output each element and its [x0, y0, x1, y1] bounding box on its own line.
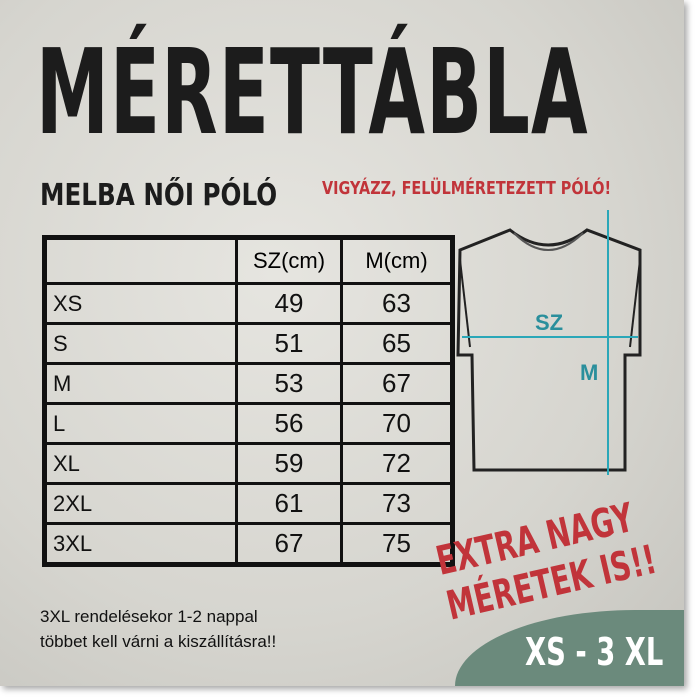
- table-row: XL 59 72: [43, 442, 454, 485]
- header-width: SZ(cm): [235, 236, 343, 285]
- length-label: M: [580, 360, 598, 385]
- table-header: SZ(cm) M(cm): [43, 236, 454, 285]
- header-size: [43, 236, 238, 285]
- length-cell: 75: [340, 522, 454, 566]
- length-cell: 63: [340, 282, 454, 325]
- oversize-warning: VIGYÁZZ, FELÜLMÉRETEZETT PÓLÓ!: [322, 178, 612, 199]
- table-row: 2XL 61 73: [43, 482, 454, 525]
- table-row: XS 49 63: [43, 282, 454, 325]
- table-row: L 56 70: [43, 402, 454, 445]
- size-cell: XL: [43, 442, 238, 485]
- table-row: M 53 67: [43, 362, 454, 405]
- width-cell: 49: [235, 282, 343, 325]
- length-cell: 67: [340, 362, 454, 405]
- width-cell: 67: [235, 522, 343, 566]
- width-cell: 51: [235, 322, 343, 365]
- width-label: SZ: [535, 310, 563, 335]
- note-line: többet kell várni a kiszállításra!!: [40, 632, 277, 651]
- length-cell: 65: [340, 322, 454, 365]
- width-cell: 61: [235, 482, 343, 525]
- length-cell: 72: [340, 442, 454, 485]
- width-cell: 59: [235, 442, 343, 485]
- size-cell: 2XL: [43, 482, 238, 525]
- length-cell: 73: [340, 482, 454, 525]
- width-cell: 53: [235, 362, 343, 405]
- table-row: 3XL 67 75: [43, 522, 454, 566]
- width-cell: 56: [235, 402, 343, 445]
- size-cell: M: [43, 362, 238, 405]
- header-length: M(cm): [340, 236, 454, 285]
- size-chart-card: MÉRETTÁBLA MELBA NŐI PÓLÓ VIGYÁZZ, FELÜL…: [0, 0, 684, 686]
- size-cell: 3XL: [43, 522, 238, 566]
- length-cell: 70: [340, 402, 454, 445]
- product-name: MELBA NŐI PÓLÓ: [40, 178, 278, 213]
- delivery-note: 3XL rendelésekor 1-2 nappal többet kell v…: [40, 604, 276, 654]
- size-range: XS - 3 XL: [525, 630, 664, 674]
- note-line: 3XL rendelésekor 1-2 nappal: [40, 607, 258, 626]
- size-cell: S: [43, 322, 238, 365]
- tshirt-diagram-icon: SZ M: [456, 210, 642, 475]
- size-cell: XS: [43, 282, 238, 325]
- extra-sizes-banner: EXTRA NAGY MÉRETEK IS!!: [432, 492, 661, 630]
- table-row: S 51 65: [43, 322, 454, 365]
- size-table: SZ(cm) M(cm) XS 49 63 S 51 65 M 53 67 L 56 70 XL 59 72 2…: [42, 235, 455, 567]
- page-title: MÉRETTÁBLA: [36, 23, 589, 161]
- size-cell: L: [43, 402, 238, 445]
